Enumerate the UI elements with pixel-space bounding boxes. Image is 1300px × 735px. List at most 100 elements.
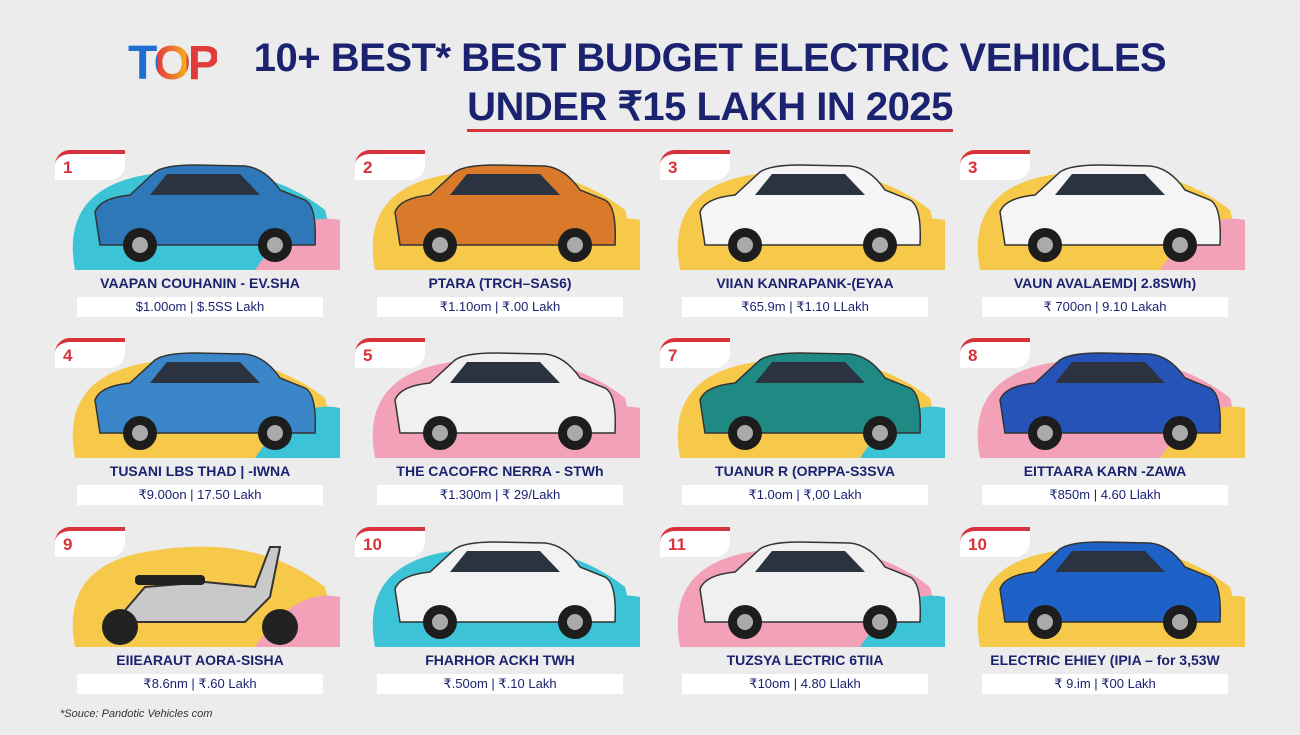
vehicle-card: 10 FHARHOR ACKH TWH ₹.50om | ₹.10 Lakh [355, 527, 645, 707]
vehicle-illustration [72, 164, 340, 270]
vehicle-price: ₹1.300m | ₹ 29/Lakh [377, 485, 623, 505]
logo: TOP [128, 37, 220, 90]
vehicle-card: 3 VIIAN KANRAPANK-(EYAA ₹65.9m | ₹1.10 LLa… [660, 150, 950, 330]
car-window [150, 362, 260, 383]
wheel-hub [1037, 237, 1053, 253]
rank-badge: 4 [55, 338, 125, 368]
vehicle-name: VAUN AVALAEMD| 2.8SWh) [1013, 275, 1197, 291]
wheel-hub [432, 237, 448, 253]
title-text: UNDER ₹15 LAKH IN 2025 [467, 85, 953, 132]
vehicle-card: 7 TUANUR R (ORPPA-S3SVA ₹1.0om | ₹,00 Lakh [660, 338, 950, 518]
wheel-hub [567, 237, 583, 253]
car-window [755, 362, 865, 383]
vehicle-price: ₹8.6nm | ₹.60 Lakh [77, 674, 323, 694]
car-body [699, 541, 922, 623]
wheel-hub [872, 237, 888, 253]
wheel-hub [132, 425, 148, 441]
wheel-hub [872, 614, 888, 630]
vehicle-illustration [372, 541, 640, 647]
vehicle-name: FHARHOR ACKH TWH [425, 652, 575, 668]
wheel-hub [567, 614, 583, 630]
vehicle-illustration [977, 541, 1245, 647]
vehicle-name: EITTAARA KARN -ZAWA [1023, 463, 1187, 479]
vehicle-price: ₹850m | 4.60 Llakh [982, 485, 1228, 505]
car-body [999, 352, 1222, 434]
vehicle-name: TUZSYA LECTRIC 6TIIA [726, 652, 884, 668]
vehicle-name: EIIEARAUT AORA-SISHA [116, 652, 284, 668]
wheel [262, 609, 298, 645]
vehicle-name: VAAPAN COUHANIN - EV.SHA [100, 275, 300, 291]
rank-badge: 10 [355, 527, 425, 557]
vehicle-illustration [372, 164, 640, 270]
rank-badge: 1 [55, 150, 125, 180]
car-body [394, 164, 617, 246]
scooter-seat [135, 575, 205, 585]
car-body [94, 352, 317, 434]
vehicle-name: TUANUR R (ORPPA-S3SVA [715, 463, 895, 479]
vehicle-price: ₹ 9.im | ₹00 Lakh [982, 674, 1228, 694]
vehicle-illustration [72, 546, 340, 647]
rank-badge: 8 [960, 338, 1030, 368]
rank-badge: 11 [660, 527, 730, 557]
vehicle-card: 3 VAUN AVALAEMD| 2.8SWh) ₹ 700on | 9.10 La… [960, 150, 1250, 330]
car-body [999, 541, 1222, 623]
wheel [102, 609, 138, 645]
wheel-hub [737, 237, 753, 253]
title-line: 10+ BEST* BEST BUDGET ELECTRIC VEHIICLES [253, 36, 1167, 80]
vehicle-price: ₹1.0om | ₹,00 Lakh [682, 485, 928, 505]
car-window [755, 174, 865, 195]
wheel-hub [1172, 614, 1188, 630]
vehicle-card: 4 TUSANI LBS THAD | -IWNA ₹9.00on | 17.50 … [55, 338, 345, 518]
car-body [394, 352, 617, 434]
car-window [755, 551, 865, 572]
wheel-hub [267, 425, 283, 441]
vehicle-name: TUSANI LBS THAD | -IWNA [109, 463, 291, 479]
vehicle-illustration [677, 541, 945, 647]
vehicle-illustration [977, 164, 1245, 270]
wheel-hub [432, 614, 448, 630]
vehicle-card: 8 EITTAARA KARN -ZAWA ₹850m | 4.60 Llakh [960, 338, 1250, 518]
vehicle-illustration [977, 352, 1245, 458]
rank-badge: 10 [960, 527, 1030, 557]
vehicle-price: ₹1.10om | ₹.00 Lakh [377, 297, 623, 317]
vehicle-name: VIIAN KANRAPANK-(EYAA [716, 275, 894, 291]
vehicle-name: THE CACOFRC NERRA - STWh [396, 463, 604, 479]
car-body [999, 164, 1222, 246]
car-body [94, 164, 317, 246]
vehicle-illustration [677, 352, 945, 458]
vehicle-card: 9 EIIEARAUT AORA-SISHA ₹8.6nm | ₹.60 Lakh [55, 527, 345, 707]
wheel-hub [737, 425, 753, 441]
car-window [1055, 174, 1165, 195]
vehicle-card: 1 VAAPAN COUHANIN - EV.SHA $1.00om | $.5SS… [55, 150, 345, 330]
title-line: UNDER ₹15 LAKH IN 2025 [240, 84, 1180, 132]
vehicle-illustration [677, 164, 945, 270]
source-note: *Souce: Pandotic Vehicles com [60, 708, 213, 720]
wheel-hub [132, 237, 148, 253]
vehicle-price: ₹ 700on | 9.10 Lakah [982, 297, 1228, 317]
car-body [699, 352, 922, 434]
rank-badge: 7 [660, 338, 730, 368]
rank-badge: 3 [660, 150, 730, 180]
wheel-hub [737, 614, 753, 630]
rank-badge: 3 [960, 150, 1030, 180]
rank-badge: 2 [355, 150, 425, 180]
vehicle-illustration [372, 352, 640, 458]
car-body [394, 541, 617, 623]
vehicle-name: ELECTRIC EHIEY (IPIA – for 3,53W [990, 652, 1220, 668]
vehicle-card: 10 ELECTRIC EHIEY (IPIA – for 3,53W ₹ 9.im… [960, 527, 1250, 707]
rank-badge: 5 [355, 338, 425, 368]
vehicle-price: ₹10om | 4.80 Llakh [682, 674, 928, 694]
car-window [1055, 551, 1165, 572]
vehicle-name: PTARA (TRCH–SAS6) [428, 275, 572, 291]
wheel-hub [1172, 425, 1188, 441]
vehicle-illustration [72, 352, 340, 458]
wheel-hub [872, 425, 888, 441]
wheel-hub [432, 425, 448, 441]
rank-badge: 9 [55, 527, 125, 557]
wheel-hub [1037, 614, 1053, 630]
car-window [450, 362, 560, 383]
wheel-hub [267, 237, 283, 253]
wheel-hub [567, 425, 583, 441]
wheel-hub [1172, 237, 1188, 253]
